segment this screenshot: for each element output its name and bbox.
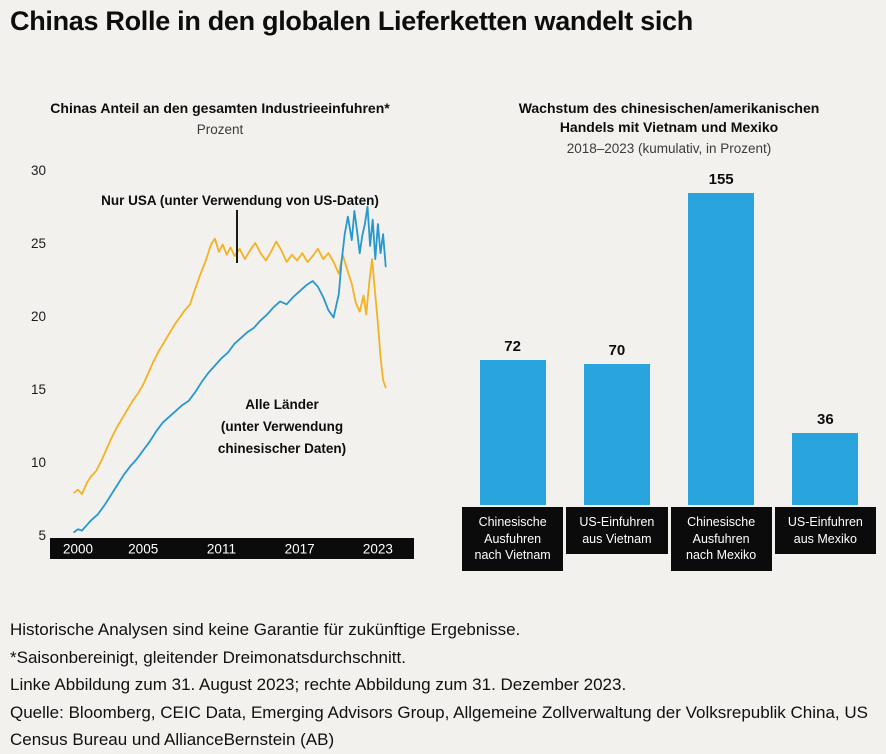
bar-category-label: US-Einfuhren aus Mexiko [774, 507, 876, 554]
bar [583, 364, 650, 505]
y-tick-label: 20 [31, 309, 46, 324]
line-series-all-countries [73, 205, 387, 534]
bar-category-label: US-Einfuhren aus Vietnam [566, 507, 668, 554]
bar-value-label: 155 [708, 171, 734, 188]
footnotes: Historische Analysen sind keine Garantie… [10, 616, 880, 754]
line-chart-svg: 30 25 20 15 10 5 2000 2005 2011 2017 2023 [31, 163, 414, 559]
annotation-all-countries-line2: (unter Verwendung [220, 419, 344, 434]
x-axis-bar [50, 538, 414, 559]
disclaimer-line: Historische Analysen sind keine Garantie… [10, 620, 521, 639]
asof-line: Linke Abbildung zum 31. August 2023; rec… [10, 675, 627, 694]
x-tick-label: 2005 [128, 542, 158, 557]
bar [688, 193, 755, 505]
page-title: Chinas Rolle in den globalen Lieferkette… [10, 6, 693, 36]
source-line: Quelle: Bloomberg, CEIC Data, Emerging A… [10, 702, 868, 750]
bar-chart-title: Wachstum des chinesischen/amerikanischen… [462, 99, 876, 137]
annotation-all-countries: Alle Länder (unter Verwendung chinesisch… [176, 394, 388, 460]
annotation-leader-line [236, 210, 238, 263]
bar-category-label: Chinesische Ausfuhren nach Vietnam [462, 507, 564, 571]
line-chart-section: Chinas Anteil an den gesamten Industriee… [10, 99, 430, 560]
y-tick-label: 5 [38, 528, 46, 543]
annotation-all-countries-line3: chinesischer Daten) [217, 441, 347, 456]
bar-chart-subtitle: 2018–2023 (kumulativ, in Prozent) [566, 141, 772, 156]
annotation-all-countries-line1: Alle Länder [245, 397, 319, 412]
x-tick-label: 2011 [207, 542, 236, 557]
bar-column: 72 [462, 338, 563, 505]
x-tick-label: 2023 [363, 542, 393, 557]
bar-chart-title-line2: Handels mit Vietnam und Mexiko [559, 119, 779, 135]
bar-chart-title-line1: Wachstum des chinesischen/amerikanischen [518, 100, 820, 116]
x-tick-label: 2017 [285, 542, 315, 557]
line-chart-canvas: 30 25 20 15 10 5 2000 2005 2011 2017 2023 Nur USA … [10, 160, 430, 560]
annotation-us-only: Nur USA (unter Verwendung von US-Daten) [101, 193, 379, 208]
bar-columns: 72 70 155 36 [462, 169, 876, 505]
bar-value-label: 72 [504, 338, 521, 355]
bar-column: 70 [566, 342, 667, 505]
bar-column: 155 [671, 171, 772, 505]
y-tick-label: 15 [31, 382, 46, 397]
y-tick-label: 10 [31, 455, 46, 470]
bar-chart-section: Wachstum des chinesischen/amerikanischen… [462, 99, 876, 571]
bar [479, 360, 546, 505]
bar-column: 36 [775, 411, 876, 505]
line-chart-subtitle: Prozent [196, 122, 244, 137]
y-tick-label: 30 [31, 163, 46, 178]
bar [792, 433, 859, 505]
bar-category-label: Chinesische Ausfuhren nach Mexiko [670, 507, 772, 571]
bar-value-label: 70 [608, 342, 626, 359]
line-chart-title: Chinas Anteil an den gesamten Industriee… [50, 100, 390, 116]
bar-category-labels: Chinesische Ausfuhren nach Vietnam US-Einfu… [462, 507, 876, 571]
y-tick-label: 25 [31, 236, 46, 251]
x-tick-label: 2000 [63, 542, 93, 557]
footnote-line: *Saisonbereinigt, gleitender Dreimonatsd… [10, 647, 406, 667]
bar-value-label: 36 [817, 411, 834, 428]
